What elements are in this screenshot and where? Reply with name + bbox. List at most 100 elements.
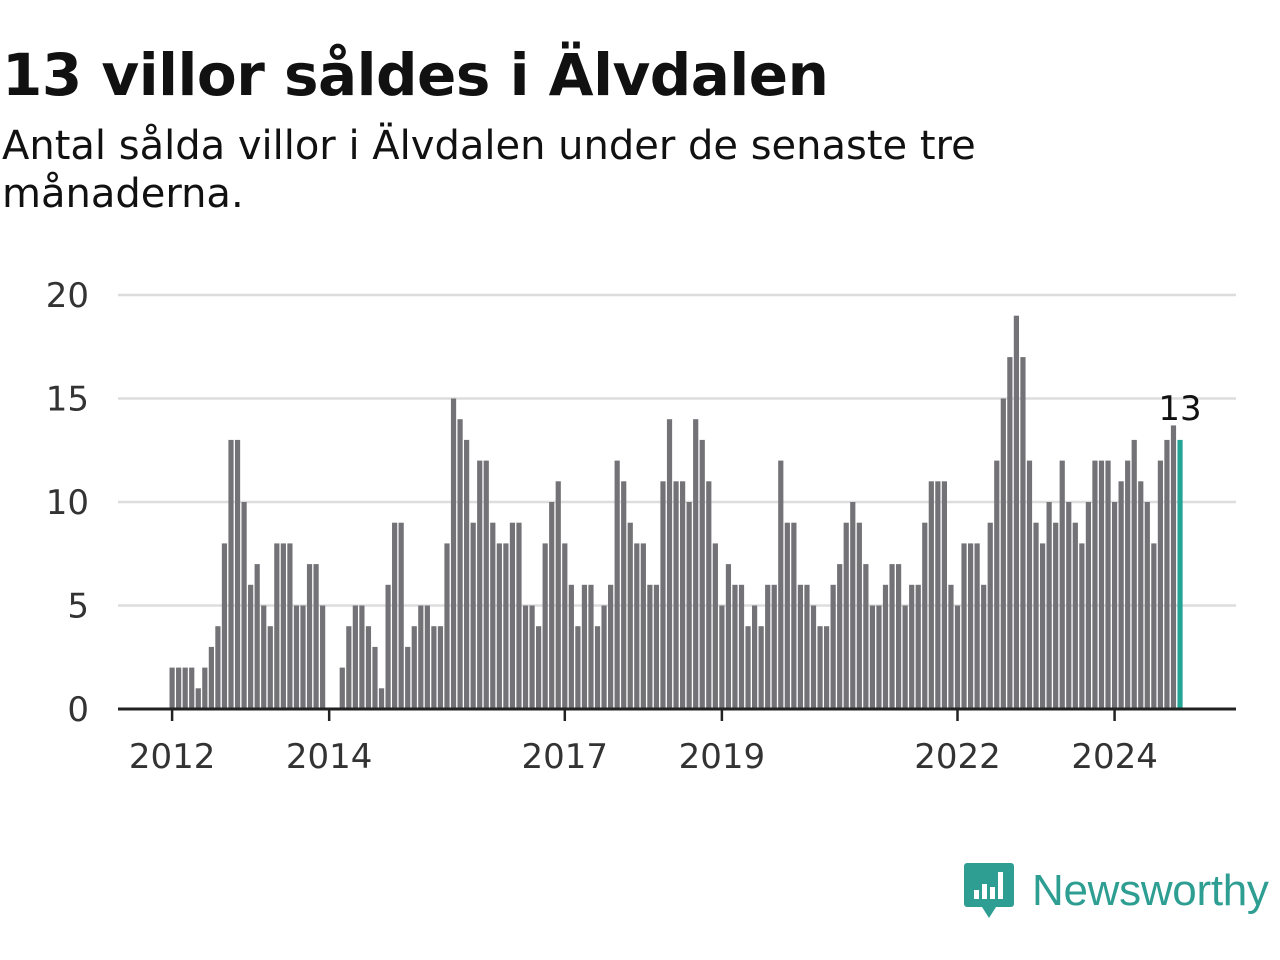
bar	[1170, 425, 1177, 709]
bar	[706, 481, 712, 709]
bar	[241, 502, 247, 709]
bar	[555, 481, 561, 709]
bar	[837, 564, 843, 709]
y-tick-label: 10	[46, 483, 89, 523]
bar	[1105, 460, 1111, 709]
bar	[608, 584, 614, 709]
bar	[745, 626, 751, 709]
bar	[365, 626, 372, 709]
bar	[306, 564, 313, 709]
bar	[1007, 357, 1013, 709]
bar	[490, 522, 496, 709]
y-tick-label: 15	[46, 380, 89, 420]
bar	[594, 626, 601, 709]
bar	[536, 626, 542, 709]
bar	[771, 584, 777, 709]
bar	[869, 605, 876, 709]
brand-logo: Newsworthy	[962, 860, 1269, 922]
bar	[398, 522, 404, 709]
bar	[424, 605, 430, 709]
bar	[1079, 543, 1085, 709]
bar	[843, 522, 849, 709]
bar	[477, 460, 483, 709]
bar	[1059, 460, 1065, 709]
bar	[1013, 315, 1019, 709]
bar	[522, 605, 529, 709]
bar	[293, 605, 300, 709]
bar	[405, 646, 411, 709]
x-tick-label: 2014	[286, 737, 373, 777]
bar	[346, 626, 352, 709]
chart-title: 13 villor såldes i Älvdalen	[2, 41, 829, 109]
bar	[228, 439, 234, 709]
bar	[300, 605, 306, 709]
bar	[909, 584, 915, 709]
bar	[248, 584, 254, 709]
bar	[575, 626, 581, 709]
brand-name: Newsworthy	[1032, 866, 1269, 915]
bar	[372, 646, 378, 709]
highlighted-bar	[1177, 439, 1183, 709]
bar	[503, 543, 509, 709]
bar	[935, 481, 941, 709]
bar	[496, 543, 502, 709]
bar	[876, 605, 882, 709]
bar	[320, 605, 326, 709]
bar	[267, 626, 273, 709]
bar	[287, 543, 293, 709]
bar	[974, 543, 980, 709]
bar	[660, 481, 666, 709]
bar	[614, 460, 620, 709]
bar	[647, 584, 653, 709]
bar	[1092, 460, 1098, 709]
bar	[1131, 439, 1137, 709]
bar	[1039, 543, 1046, 709]
x-tick-label: 2012	[129, 737, 216, 777]
bar	[856, 522, 862, 709]
bar	[961, 543, 967, 709]
bar	[693, 419, 699, 709]
bar	[261, 605, 267, 709]
bar	[568, 584, 574, 709]
bar	[804, 584, 810, 709]
bar	[778, 460, 784, 709]
bar	[1046, 502, 1052, 709]
x-tick-label: 2022	[914, 737, 1001, 777]
bar	[621, 481, 627, 709]
chart-subtitle: Antal sålda villor i Älvdalen under de s…	[2, 123, 976, 217]
bar	[896, 564, 902, 709]
bar	[640, 543, 646, 709]
bar	[215, 626, 221, 709]
bar	[182, 667, 188, 709]
bar	[765, 584, 771, 709]
bar	[680, 481, 686, 709]
bar	[948, 584, 954, 709]
bar	[549, 502, 555, 709]
bar	[732, 584, 738, 709]
bar	[1072, 522, 1078, 709]
bar	[922, 522, 928, 709]
bar	[627, 522, 633, 709]
bar	[339, 667, 345, 709]
bar	[1053, 522, 1059, 709]
bar	[313, 564, 319, 709]
bar	[725, 564, 732, 709]
bar	[967, 543, 974, 709]
bar	[686, 502, 692, 709]
bar	[994, 460, 1000, 709]
bar	[712, 543, 718, 709]
bar	[457, 419, 463, 709]
bar	[784, 522, 790, 709]
bar	[385, 584, 391, 709]
bar	[483, 460, 489, 709]
bar	[850, 502, 856, 709]
bar	[1033, 522, 1039, 709]
bar	[1151, 543, 1157, 709]
bar	[928, 481, 934, 709]
y-tick-label: 20	[46, 276, 89, 316]
bar	[1026, 460, 1033, 709]
bar	[738, 584, 745, 709]
y-tick-label: 5	[67, 587, 89, 627]
highlight-value-label: 13	[1158, 389, 1201, 429]
